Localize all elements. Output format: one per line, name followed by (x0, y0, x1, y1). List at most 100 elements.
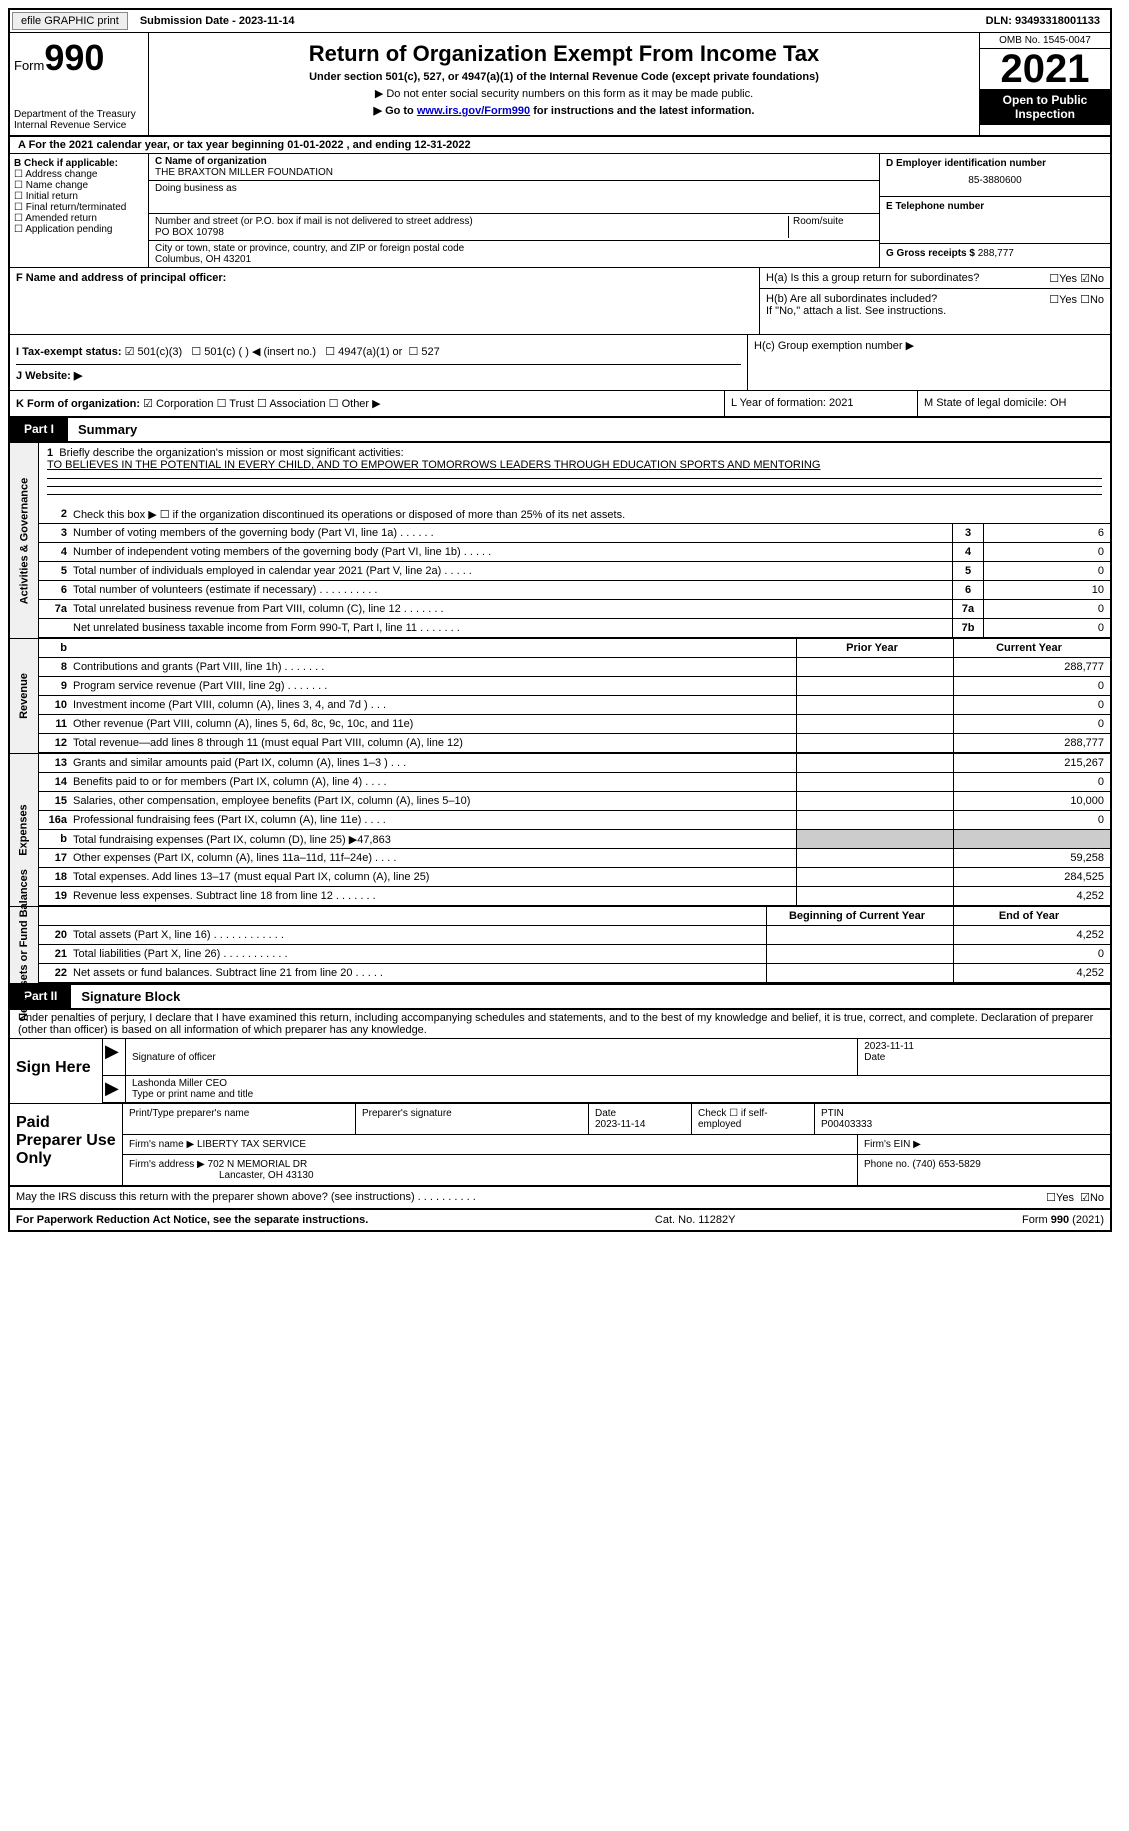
firm-addr: 702 N MEMORIAL DR (208, 1159, 308, 1170)
section-ij: I Tax-exempt status: ☑ 501(c)(3) ☐ 501(c… (10, 335, 1110, 391)
submission-date: Submission Date - 2023-11-14 (130, 13, 305, 29)
netassets-section: Net Assets or Fund Balances Beginning of… (10, 907, 1110, 985)
line-7b-text: Net unrelated business taxable income fr… (73, 620, 952, 636)
line-5-text: Total number of individuals employed in … (73, 563, 952, 579)
state-domicile: M State of legal domicile: OH (917, 391, 1110, 416)
line-10-text: Investment income (Part VIII, column (A)… (73, 697, 796, 713)
room-label: Room/suite (788, 216, 873, 238)
line-7b-value: 0 (984, 619, 1110, 637)
cb-other[interactable]: Other ▶ (342, 398, 381, 410)
cb-application-pending[interactable]: ☐ Application pending (14, 224, 144, 235)
city-label: City or town, state or province, country… (155, 243, 873, 254)
ptin: P00403333 (821, 1119, 872, 1130)
prep-date: 2023-11-14 (595, 1119, 645, 1130)
check-self-employed[interactable]: Check ☐ if self-employed (692, 1104, 815, 1134)
revenue-section: Revenue b Prior Year Current Year 8Contr… (10, 639, 1110, 754)
opt-501c[interactable]: 501(c) ( ) ◀ (insert no.) (204, 346, 316, 358)
h-c: H(c) Group exemption number ▶ (748, 335, 1110, 390)
opt-4947[interactable]: 4947(a)(1) or (338, 346, 402, 358)
line-10-prior (796, 696, 953, 714)
line-8-prior (796, 658, 953, 676)
line-11-prior (796, 715, 953, 733)
line-19-current: 4,252 (953, 887, 1110, 905)
col-end-year: End of Year (953, 907, 1110, 925)
row-a-period: A For the 2021 calendar year, or tax yea… (10, 137, 1110, 154)
officer-name: Lashonda Miller CEO (132, 1078, 227, 1089)
governance-section: Activities & Governance 1 Briefly descri… (10, 443, 1110, 639)
line-13-text: Grants and similar amounts paid (Part IX… (73, 755, 796, 771)
firm-phone: (740) 653-5829 (912, 1159, 980, 1170)
cb-name-change[interactable]: ☐ Name change (14, 180, 144, 191)
line-7a-value: 0 (984, 600, 1110, 618)
line-14-current: 0 (953, 773, 1110, 791)
line-21-current: 0 (953, 945, 1110, 963)
line-3-text: Number of voting members of the governin… (73, 525, 952, 541)
tax-exempt-label: I Tax-exempt status: (16, 346, 122, 358)
tax-year: 2021 (980, 49, 1110, 89)
irs-link[interactable]: www.irs.gov/Form990 (417, 105, 530, 117)
firm-name: LIBERTY TAX SERVICE (197, 1139, 306, 1150)
line-6-text: Total number of volunteers (estimate if … (73, 582, 952, 598)
public-inspection: Open to Public Inspection (980, 89, 1110, 125)
line-9-text: Program service revenue (Part VIII, line… (73, 678, 796, 694)
cat-no: Cat. No. 11282Y (655, 1214, 736, 1226)
cb-amended[interactable]: ☐ Amended return (14, 213, 144, 224)
line-12-text: Total revenue—add lines 8 through 11 (mu… (73, 735, 796, 751)
street: PO BOX 10798 (155, 227, 224, 238)
sig-officer-label: Signature of officer (132, 1052, 216, 1063)
cb-trust[interactable]: Trust (229, 398, 254, 410)
line-21-prior (766, 945, 953, 963)
cb-address-change[interactable]: ☐ Address change (14, 169, 144, 180)
org-name-label: C Name of organization (155, 156, 873, 167)
cb-association[interactable]: Association (269, 398, 325, 410)
line-b-prior (796, 830, 953, 848)
efile-button[interactable]: efile GRAPHIC print (12, 12, 128, 30)
line-b-text: Total fundraising expenses (Part IX, col… (73, 831, 796, 848)
line-13-current: 215,267 (953, 754, 1110, 772)
note-link: ▶ Go to www.irs.gov/Form990 for instruct… (153, 104, 975, 117)
line-3-value: 6 (984, 524, 1110, 542)
arrow-icon: ▶ (103, 1076, 125, 1102)
cb-final-return[interactable]: ☐ Final return/terminated (14, 202, 144, 213)
top-bar: efile GRAPHIC print Submission Date - 20… (10, 10, 1110, 33)
sign-here-block: Sign Here ▶ Signature of officer 2023-11… (10, 1038, 1110, 1104)
line-8-text: Contributions and grants (Part VIII, lin… (73, 659, 796, 675)
line-2: Check this box ▶ ☐ if the organization d… (73, 506, 1110, 523)
part-1-title: Summary (68, 418, 147, 441)
line-9-prior (796, 677, 953, 695)
line-17-current: 59,258 (953, 849, 1110, 867)
line-4-text: Number of independent voting members of … (73, 544, 952, 560)
opt-501c3[interactable]: 501(c)(3) (138, 346, 183, 358)
form-subtitle: Under section 501(c), 527, or 4947(a)(1)… (153, 71, 975, 83)
section-bcde: B Check if applicable: ☐ Address change … (10, 154, 1110, 268)
opt-527[interactable]: 527 (421, 346, 439, 358)
form-title: Return of Organization Exempt From Incom… (153, 41, 975, 67)
form-version: Form 990 (2021) (1022, 1214, 1104, 1226)
netassets-tab: Net Assets or Fund Balances (18, 869, 30, 1021)
line-16a-prior (796, 811, 953, 829)
discuss-row: May the IRS discuss this return with the… (10, 1187, 1110, 1210)
h-a: H(a) Is this a group return for subordin… (760, 268, 1110, 289)
gross-receipts: 288,777 (978, 248, 1014, 259)
line-8-current: 288,777 (953, 658, 1110, 676)
h-b: H(b) Are all subordinates included? ☐Yes… (760, 289, 1110, 321)
street-label: Number and street (or P.O. box if mail i… (155, 216, 788, 227)
footer: For Paperwork Reduction Act Notice, see … (10, 1210, 1110, 1230)
line-22-prior (766, 964, 953, 982)
line-9-current: 0 (953, 677, 1110, 695)
arrow-icon: ▶ (103, 1039, 125, 1075)
revenue-tab: Revenue (18, 673, 30, 719)
sig-date: 2023-11-11 (864, 1041, 914, 1052)
line-11-text: Other revenue (Part VIII, column (A), li… (73, 716, 796, 732)
line-14-text: Benefits paid to or for members (Part IX… (73, 774, 796, 790)
line-4-value: 0 (984, 543, 1110, 561)
mission-label: Briefly describe the organization's miss… (59, 447, 403, 459)
phone-label: E Telephone number (886, 201, 984, 212)
col-begin-year: Beginning of Current Year (766, 907, 953, 925)
cb-initial-return[interactable]: ☐ Initial return (14, 191, 144, 202)
section-f-label: F Name and address of principal officer: (16, 272, 226, 284)
sign-here-label: Sign Here (10, 1039, 103, 1103)
line-20-text: Total assets (Part X, line 16) . . . . .… (73, 927, 766, 943)
cb-corporation[interactable]: Corporation (156, 398, 213, 410)
dln: DLN: 93493318001133 (976, 13, 1110, 29)
